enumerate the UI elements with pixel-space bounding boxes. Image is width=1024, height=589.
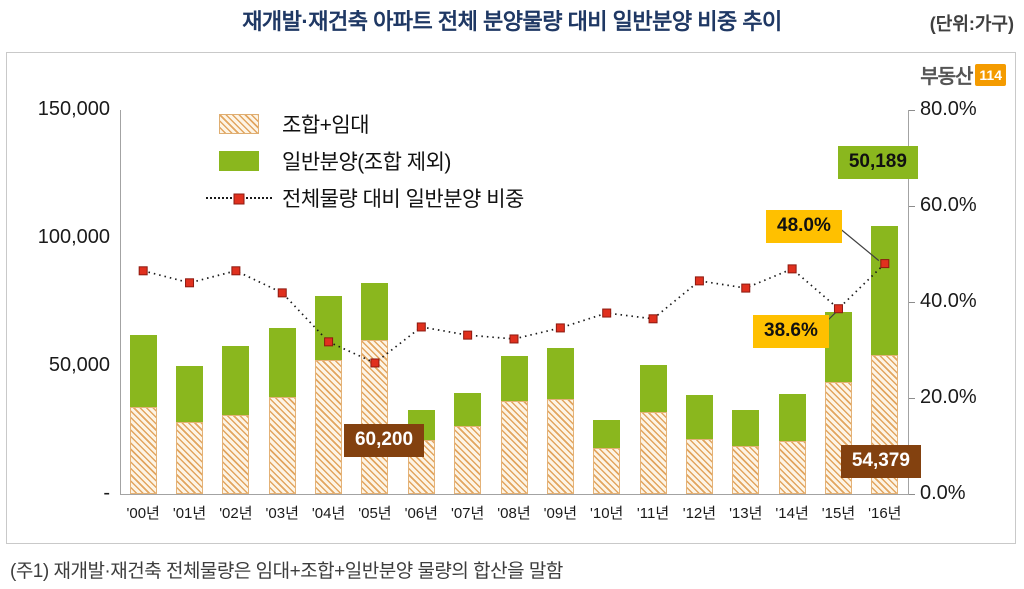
x-axis-tick-label: '13년 [729, 505, 763, 522]
bar-general-sale [732, 410, 760, 447]
bar-general-sale [315, 295, 343, 360]
bar-general-sale [639, 364, 667, 413]
legend-label-union: 조합+임대 [282, 114, 370, 137]
bar-union-rental [176, 422, 204, 494]
x-axis-tick-label: '02년 [219, 505, 253, 522]
red-square-marker-icon [233, 193, 245, 205]
footnote: (주1) 재개발·재건축 전체물량은 임대+조합+일반분양 물량의 합산을 말함 [10, 561, 563, 582]
bar-general-sale [593, 420, 621, 448]
x-axis-tick-label: '09년 [543, 505, 578, 522]
bar-general-sale [871, 226, 899, 355]
right-axis-tick [909, 302, 915, 303]
bar-general-sale [222, 345, 250, 415]
legend: 조합+임대 일반분양(조합 제외) 전체물량 대비 일반분양 비중 [206, 112, 524, 223]
x-axis-tick-label: '01년 [172, 505, 207, 522]
y-axis-tick-label-right: 60.0% [920, 194, 977, 216]
bar-union-rental [315, 359, 343, 494]
bar-general-sale [361, 283, 389, 340]
bar-union-rental [685, 438, 713, 494]
y-axis-tick-label-right: 40.0% [920, 290, 977, 312]
x-axis-tick-label: '08년 [497, 505, 531, 522]
right-axis-tick [909, 494, 915, 495]
logo-badge: 114 [975, 63, 1006, 86]
bar-union-rental [593, 447, 621, 494]
y-axis-right-line [908, 110, 909, 494]
x-axis-tick-label: '12년 [682, 505, 717, 522]
unit-label: (단위:가구) [929, 14, 1014, 34]
x-axis-tick-label: '06년 [404, 505, 438, 522]
bar-union-rental [778, 441, 806, 494]
right-axis-tick [909, 206, 915, 207]
green-swatch-icon [219, 151, 259, 171]
x-axis-tick-label: '04년 [311, 505, 346, 522]
bar-general-sale [268, 327, 296, 397]
bar-union-rental [268, 396, 296, 494]
annotation-union-2005: 60,200 [343, 424, 425, 457]
y-axis-tick-label-right: 80.0% [920, 98, 977, 120]
x-axis-tick-label: '15년 [821, 505, 856, 522]
x-axis-tick-label: '03년 [265, 505, 299, 522]
bar-union-rental [546, 399, 574, 494]
bar-general-sale [500, 356, 528, 401]
y-axis-tick-label-left: 50,000 [48, 354, 110, 376]
bar-union-rental [454, 426, 482, 494]
legend-item-union: 조합+임대 [206, 112, 524, 137]
bar-general-sale [454, 392, 482, 427]
y-axis-tick-label-left: 100,000 [37, 226, 110, 248]
x-axis-tick-label: '14년 [775, 505, 809, 522]
bar-union-rental [129, 406, 157, 494]
r114-logo: 부동산 114 [920, 60, 1006, 89]
title-row: 재개발·재건축 아파트 전체 분양물량 대비 일반분양 비중 추이 [0, 4, 1024, 36]
legend-label-ratio: 전체물량 대비 일반분양 비중 [282, 188, 524, 211]
x-axis-tick-label: '16년 [868, 505, 902, 522]
x-axis-tick-label: '05년 [358, 505, 392, 522]
legend-swatch-ratio [206, 193, 272, 205]
bar-general-sale [176, 366, 204, 423]
logo-text: 부동산 [920, 66, 973, 88]
right-axis-tick [909, 398, 915, 399]
bar-union-rental [500, 400, 528, 494]
bar-general-sale [129, 335, 157, 407]
annotation-ratio-2015: 38.6% [753, 315, 829, 348]
annotation-union-2016: 54,379 [840, 445, 921, 478]
bar-union-rental [361, 339, 389, 494]
bar-general-sale [546, 348, 574, 400]
x-axis-tick-label: '07년 [450, 505, 485, 522]
y-axis-tick-label-right: 0.0% [920, 482, 966, 504]
legend-label-general: 일반분양(조합 제외) [282, 151, 451, 174]
legend-item-ratio: 전체물량 대비 일반분양 비중 [206, 186, 524, 211]
legend-swatch-union [206, 114, 272, 134]
y-axis-left-line [120, 110, 121, 494]
bar-general-sale [824, 312, 852, 383]
x-axis-line [120, 494, 909, 495]
bar-general-sale [685, 394, 713, 439]
y-axis-tick-label-left: 150,000 [37, 98, 110, 120]
bar-union-rental [639, 412, 667, 494]
right-axis-tick [909, 110, 915, 111]
y-axis-tick-label-left: - [103, 482, 110, 504]
x-axis-tick-label: '00년 [126, 505, 160, 522]
hatch-swatch-icon [219, 114, 259, 134]
page-title: 재개발·재건축 아파트 전체 분양물량 대비 일반분양 비중 추이 [242, 9, 782, 34]
bar-union-rental [222, 414, 250, 494]
dotted-line-icon [206, 193, 272, 205]
x-axis-tick-label: '10년 [590, 505, 624, 522]
annotation-general-2016: 50,189 [837, 146, 918, 179]
bar-union-rental [732, 446, 760, 494]
y-axis-tick-label-right: 20.0% [920, 386, 977, 408]
annotation-ratio-2016: 48.0% [766, 210, 842, 243]
legend-item-general: 일반분양(조합 제외) [206, 149, 524, 174]
x-axis-tick-label: '11년 [636, 505, 670, 522]
bar-general-sale [778, 394, 806, 441]
legend-swatch-general [206, 151, 272, 171]
